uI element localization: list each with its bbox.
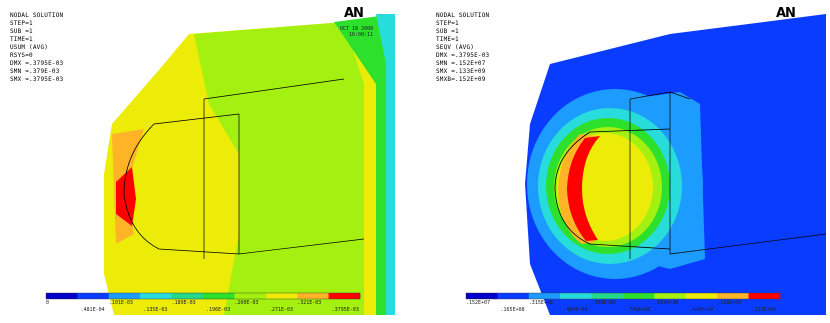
contour-plot-right: NODAL SOLUTION STEP=1 SUB =1 TIME=1 SEQV…	[430, 4, 826, 315]
contour-graphic-right	[465, 14, 826, 315]
info-line: SMN =.379E-03	[10, 68, 60, 75]
legend-label-bottom: .133E+09	[751, 307, 776, 313]
info-line: SUB =1	[10, 28, 33, 35]
legend-label-top: .101E-03	[108, 300, 133, 306]
legend-label-top: .118E+09	[717, 300, 742, 306]
stamp-line: 16:00:11	[349, 32, 374, 38]
legend-swatch	[265, 293, 298, 299]
legend-label-top: .315E+08	[528, 300, 553, 306]
legend-label-top: .189E-03	[171, 300, 196, 306]
info-line: SMN =.152E+07	[436, 60, 486, 67]
legend-bar-left	[45, 292, 361, 300]
ansys-logo: AN	[776, 6, 796, 21]
legend-swatch	[108, 293, 141, 299]
nut-far-region	[376, 14, 395, 315]
legend-label-bottom: .104E+09	[688, 307, 714, 313]
legend-label-bottom: .749E+08	[626, 307, 651, 313]
info-line: DMX =.3795E-03	[10, 60, 64, 67]
legend-label-bottom: .460E+08	[563, 307, 588, 313]
legend-swatch	[528, 293, 561, 299]
legend-swatch	[685, 293, 718, 299]
legend-label-bottom: .135E-03	[143, 307, 168, 313]
info-line: SUB =1	[436, 28, 459, 35]
zone-red	[567, 136, 600, 241]
legend-swatch	[560, 293, 592, 299]
info-line: TIME=1	[10, 36, 33, 43]
info-line: TIME=1	[436, 36, 459, 43]
legend-swatch	[497, 293, 530, 299]
legend-label-bottom: .3795E-03	[331, 307, 359, 313]
legend-swatch	[328, 293, 361, 299]
legend-label-bottom: .271E-03	[268, 307, 294, 313]
info-line: DMX =.3795E-03	[436, 52, 490, 59]
info-line: SMX =.3795E-03	[10, 76, 64, 83]
info-line: NODAL SOLUTION	[436, 12, 490, 19]
legend-swatch	[77, 293, 110, 299]
info-line: SEQV (AVG)	[436, 44, 475, 51]
legend-swatch	[591, 293, 624, 299]
info-line: STEP=1	[436, 20, 459, 27]
legend-swatch	[466, 293, 498, 299]
legend-label-top: .152E+07	[466, 300, 491, 306]
legend-label-top: .321E-03	[297, 300, 322, 306]
legend-swatch	[654, 293, 687, 299]
info-line: STEP=1	[10, 20, 33, 27]
legend-label-bottom: .165E+08	[500, 307, 525, 313]
stamp-line: OCT 18 2008	[340, 26, 374, 32]
ansys-logo: AN	[344, 6, 364, 21]
legend-label-top: .604E+08	[591, 300, 616, 306]
legend-border	[465, 292, 781, 300]
legend-bar-right	[465, 292, 781, 300]
legend-border	[45, 292, 361, 300]
info-line: RSYS=0	[10, 52, 33, 59]
legend-swatch	[171, 293, 204, 299]
legend-label-top: 0	[46, 300, 50, 306]
legend-swatch	[748, 293, 781, 299]
legend-swatch	[46, 293, 78, 299]
legend-swatch	[297, 293, 329, 299]
info-line: NODAL SOLUTION	[10, 12, 64, 19]
legend-swatch	[234, 293, 267, 299]
bolt-head-outline	[123, 113, 240, 255]
legend-swatch	[623, 293, 655, 299]
legend-swatch	[717, 293, 749, 299]
date-stamp: OCT 18 2008 16:00:11	[340, 26, 373, 38]
info-line: SMXB=.152E+09	[436, 76, 486, 83]
legend-label-bottom: .481E-04	[80, 307, 105, 313]
nut-green-region	[194, 22, 364, 315]
info-block-right: NODAL SOLUTION STEP=1 SUB =1 TIME=1 SEQV…	[436, 12, 489, 84]
nut-edge-lines	[629, 91, 826, 259]
contour-graphic-left	[45, 14, 395, 315]
legend-label-bottom: .196E-03	[206, 307, 231, 313]
legend-label-top: .260E-03	[234, 300, 259, 306]
nut-right-region	[334, 14, 395, 315]
contour-plot-left: NODAL SOLUTION STEP=1 SUB =1 TIME=1 USUM…	[4, 4, 395, 315]
legend-swatch	[140, 293, 172, 299]
legend-swatch	[203, 293, 235, 299]
info-line: SMX =.133E+09	[436, 68, 486, 75]
info-line: USUM (AVG)	[10, 44, 49, 51]
info-block-left: NODAL SOLUTION STEP=1 SUB =1 TIME=1 USUM…	[10, 12, 63, 84]
hot-spot	[116, 167, 136, 226]
bolt-head-outline	[554, 128, 671, 250]
nut-edge-lines	[203, 78, 365, 259]
legend-label-top: .894E+08	[654, 300, 679, 306]
